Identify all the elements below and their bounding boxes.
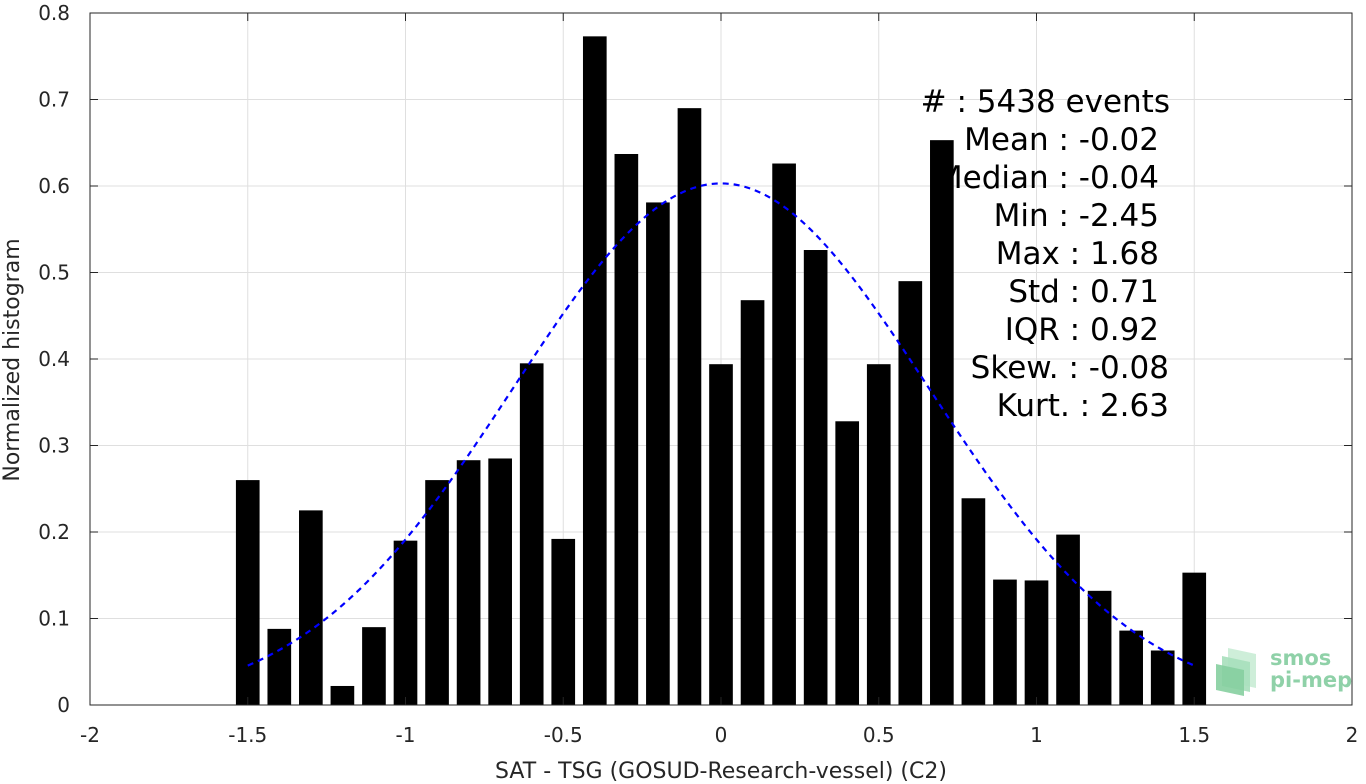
histogram-bar	[235, 480, 260, 705]
histogram-bar	[1150, 650, 1175, 705]
histogram-bar	[803, 250, 828, 705]
gaussian-fit-curve	[247, 182, 1195, 667]
stat-events: # : 5438 events	[921, 84, 1170, 120]
histogram-bar	[835, 421, 860, 705]
histogram-bar	[330, 685, 355, 705]
x-tick-label: -2	[80, 723, 100, 747]
histogram-bar	[646, 202, 670, 705]
histogram-bar	[1182, 572, 1207, 705]
y-tick-label: 0.4	[38, 347, 70, 371]
x-tick-label: 0.5	[863, 723, 895, 747]
y-tick-label: 0.7	[38, 88, 70, 112]
y-tick-label: 0.6	[38, 174, 70, 198]
y-axis-tick-labels: 0 0.1 0.2 0.3 0.4 0.5 0.6 0.7 0.8	[38, 1, 70, 717]
x-tick-label: -1.5	[228, 723, 267, 747]
x-axis-tick-labels: -2 -1.5 -1 -0.5 0 0.5 1 1.5 2	[80, 723, 1358, 747]
histogram-bar	[930, 140, 954, 705]
y-tick-label: 0	[57, 693, 70, 717]
histogram-bar	[488, 458, 512, 705]
axis-ticks	[89, 12, 1353, 706]
logo-text-line2: pi-mep	[1270, 668, 1352, 692]
stat-skew: Skew. : -0.08	[971, 350, 1169, 386]
x-axis-label: SAT - TSG (GOSUD-Research-vessel) (C2)	[495, 759, 947, 784]
stat-iqr: IQR : 0.92	[1005, 312, 1159, 348]
x-tick-label: -0.5	[544, 723, 583, 747]
x-tick-label: 1	[1030, 723, 1043, 747]
histogram-bar	[425, 480, 449, 705]
histogram-bar	[267, 628, 292, 705]
stat-max: Max : 1.68	[996, 236, 1159, 272]
stat-median: Median : -0.04	[936, 160, 1159, 196]
histogram-bar	[961, 498, 986, 705]
statistics-annotation: # : 5438 events Mean : -0.02 Median : -0…	[921, 84, 1170, 424]
x-tick-label: 0	[715, 723, 728, 747]
stat-kurt: Kurt. : 2.63	[997, 388, 1169, 424]
histogram-bar	[456, 460, 481, 705]
y-tick-label: 0.2	[38, 520, 70, 544]
histogram-bar	[1024, 580, 1049, 705]
y-tick-label: 0.1	[38, 607, 70, 631]
x-tick-label: -1	[396, 723, 416, 747]
histogram-bar	[299, 510, 323, 705]
logo-mark-icon	[1216, 648, 1256, 696]
histogram-bar	[866, 364, 891, 705]
histogram-bar	[614, 153, 639, 705]
histogram-bar	[393, 540, 418, 705]
histogram-bar	[740, 300, 765, 705]
y-tick-label: 0.5	[38, 261, 70, 285]
histogram-bar	[362, 627, 386, 705]
histogram-bar	[677, 108, 702, 705]
logo-text-line1: smos	[1270, 646, 1331, 670]
histogram-bar	[551, 538, 576, 705]
histogram-bars	[235, 36, 1207, 706]
histogram-bar	[1056, 534, 1080, 705]
histogram-bar	[709, 364, 733, 705]
stat-min: Min : -2.45	[994, 198, 1159, 234]
y-tick-label: 0.3	[38, 434, 70, 458]
y-axis-label: Normalized histogram	[0, 238, 25, 481]
histogram-bar	[898, 281, 923, 705]
histogram-bar	[1087, 590, 1112, 705]
smos-pi-mep-logo: smos pi-mep	[1216, 646, 1352, 696]
stat-mean: Mean : -0.02	[964, 122, 1159, 158]
x-tick-label: 1.5	[1178, 723, 1210, 747]
y-tick-label: 0.8	[38, 1, 70, 25]
stat-std: Std : 0.71	[1008, 274, 1159, 310]
x-tick-label: 2	[1346, 723, 1359, 747]
histogram-bar	[519, 363, 544, 705]
histogram-bar	[993, 579, 1017, 705]
histogram-bar	[772, 163, 796, 705]
histogram-bar	[582, 36, 607, 706]
histogram-bar	[1119, 630, 1143, 705]
